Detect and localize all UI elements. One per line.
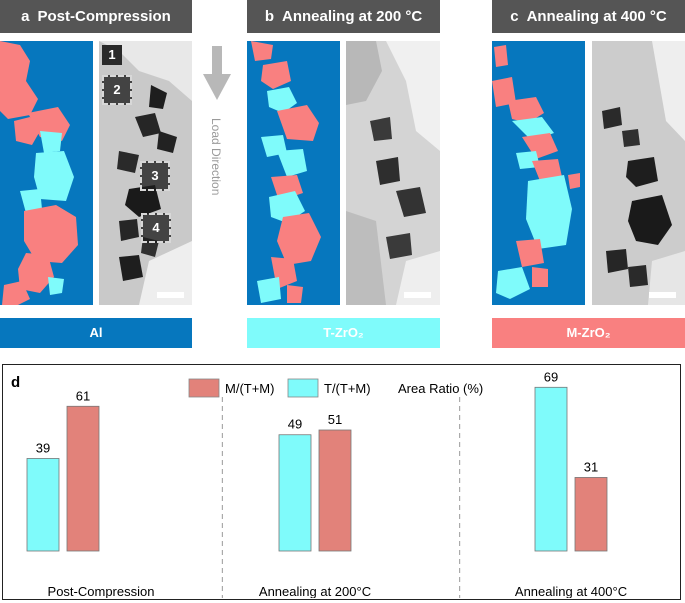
panel-b-tem-image — [346, 41, 440, 305]
bar-ttm-3 — [534, 386, 568, 552]
data-label: 61 — [76, 388, 90, 403]
data-label: 69 — [544, 369, 558, 384]
panel-c-title: Annealing at 400 °C — [526, 8, 667, 25]
bar-ttm-2 — [278, 434, 312, 552]
panel-c-header: c Annealing at 400 °C — [492, 0, 685, 33]
data-label: 51 — [328, 412, 342, 427]
category-label: Annealing at 200°C — [259, 584, 371, 598]
legend-m-zro2: M-ZrO₂ — [492, 318, 685, 348]
panel-c-scale-bar — [649, 292, 676, 298]
panel-a-letter: a — [21, 8, 30, 25]
data-label: 49 — [288, 417, 302, 432]
category-label: Annealing at 400°C — [515, 584, 627, 598]
panel-b-title: Annealing at 200 °C — [281, 8, 423, 25]
panel-a-phase-map — [0, 41, 93, 305]
bar-mtm-1 — [66, 405, 100, 552]
panel-b-header: b Annealing at 200 °C — [247, 0, 440, 33]
load-direction-label: Load Direction — [209, 118, 223, 196]
panel-c-phase-map — [492, 41, 585, 305]
marker-1: 1 — [102, 45, 122, 65]
bar-mtm-2 — [318, 429, 352, 552]
panel-c-letter: c — [510, 8, 519, 25]
legend-m-zro2-label: M-ZrO₂ — [566, 325, 611, 340]
panel-c-tem-image — [592, 41, 685, 305]
bar-mtm-3 — [574, 477, 608, 552]
legend-label-mtm: M/(T+M) — [225, 381, 274, 396]
marker-4: 4 — [141, 213, 171, 243]
panel-a-header: a Post-Compression — [0, 0, 192, 33]
category-label: Post-Compression — [48, 584, 155, 598]
legend-swatch-mtm — [188, 378, 220, 398]
panel-b-phase-map — [247, 41, 340, 305]
chart-panel-label: d — [11, 374, 20, 391]
panel-b-letter: b — [264, 8, 274, 25]
legend-t-zro2: T-ZrO₂ — [247, 318, 440, 348]
legend-area-ratio-label: Area Ratio (%) — [398, 381, 483, 396]
legend-swatch-ttm — [287, 378, 319, 398]
legend-al: Al — [0, 318, 192, 348]
data-label: 39 — [36, 440, 50, 455]
panel-b-scale-bar — [404, 292, 431, 298]
area-ratio-chart: d M/(T+M) T/(T+M) Area Ratio (%) 39 61 Post-Co… — [2, 364, 681, 600]
panel-a-scale-bar — [157, 292, 184, 298]
legend-al-label: Al — [89, 325, 103, 340]
bar-ttm-1 — [26, 458, 60, 552]
load-direction-arrow-icon — [203, 46, 231, 100]
legend-label-ttm: T/(T+M) — [324, 381, 371, 396]
area-ratio-chart-svg: d M/(T+M) T/(T+M) Area Ratio (%) 39 61 Post-Co… — [11, 369, 627, 599]
data-label: 31 — [584, 459, 598, 474]
panel-a-title: Post-Compression — [37, 8, 171, 25]
legend-t-zro2-label: T-ZrO₂ — [323, 325, 364, 340]
marker-2: 2 — [102, 75, 132, 105]
marker-3: 3 — [140, 161, 170, 191]
